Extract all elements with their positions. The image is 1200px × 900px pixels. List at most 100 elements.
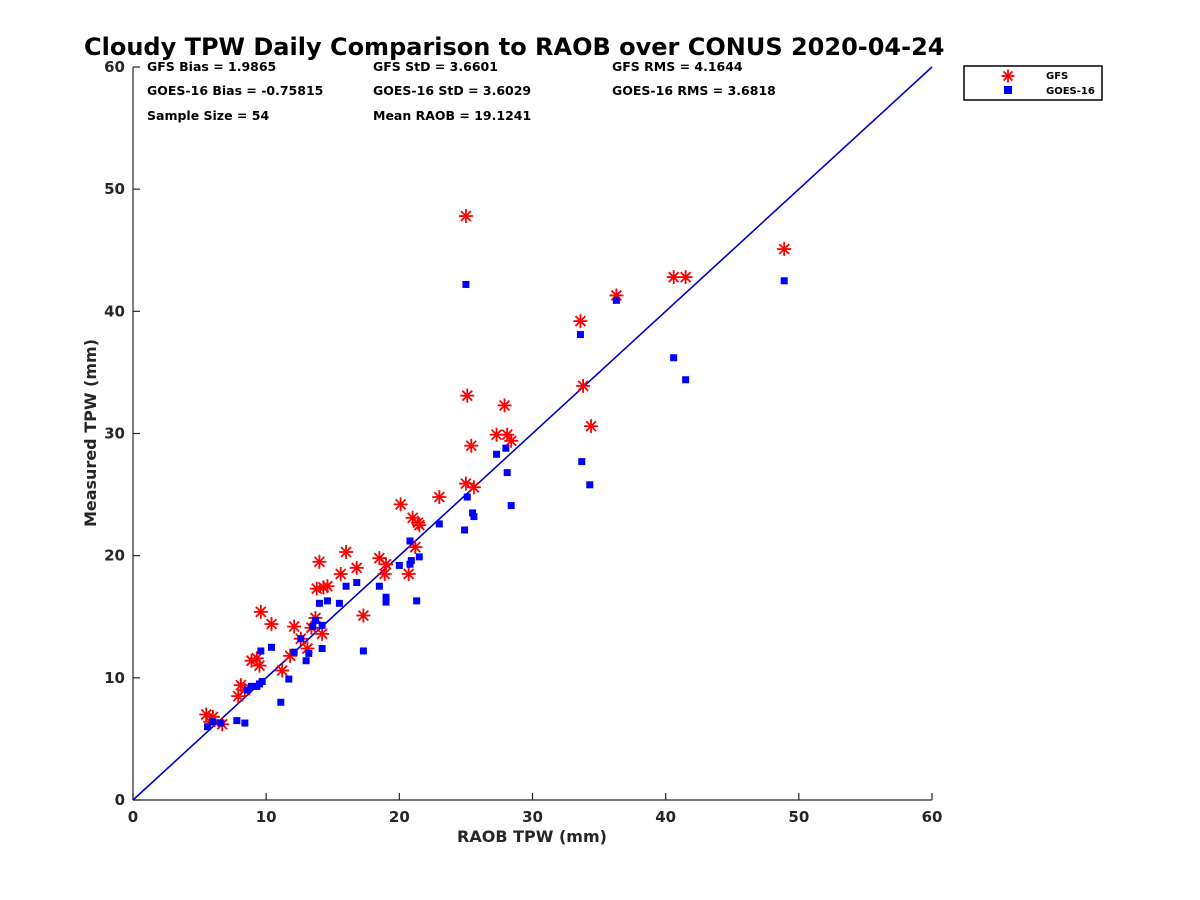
goes-16-point <box>578 458 586 466</box>
gfs-series <box>199 209 792 732</box>
goes-16-point <box>285 675 293 683</box>
x-tick-label: 10 <box>256 808 277 826</box>
gfs-point <box>460 388 475 403</box>
gfs-point <box>393 497 408 512</box>
stat-text: GFS RMS = 4.1644 <box>612 59 743 74</box>
goes-16-point <box>461 526 469 534</box>
gfs-point <box>377 566 392 581</box>
gfs-point <box>573 314 588 329</box>
gfs-point <box>356 608 371 623</box>
gfs-point <box>464 438 479 453</box>
y-tick-label: 0 <box>115 791 125 809</box>
gfs-point <box>678 270 693 285</box>
goes-16-point <box>780 277 788 285</box>
y-tick-label: 30 <box>104 425 125 443</box>
goes-16-point <box>217 719 225 727</box>
goes-16-point <box>290 648 298 656</box>
goes-16-point <box>406 560 414 568</box>
stat-text: GFS StD = 3.6601 <box>373 59 498 74</box>
gfs-point <box>432 490 447 505</box>
x-tick-label: 0 <box>128 808 138 826</box>
goes-16-point <box>415 553 423 561</box>
stat-text: Mean RAOB = 19.1241 <box>373 108 531 123</box>
gfs-point <box>466 480 481 495</box>
goes-16-point <box>302 657 310 665</box>
goes-16-point <box>267 643 275 651</box>
goes-16-point <box>335 599 343 607</box>
goes-16-point <box>277 698 285 706</box>
x-tick-label: 40 <box>655 808 676 826</box>
stat-text: Sample Size = 54 <box>147 108 269 123</box>
goes-16-point <box>311 616 319 624</box>
chart-title: Cloudy TPW Daily Comparison to RAOB over… <box>84 33 944 61</box>
gfs-point <box>339 545 354 560</box>
goes-16-point <box>248 682 256 690</box>
x-tick-label: 20 <box>389 808 410 826</box>
goes-16-point <box>323 597 331 605</box>
y-axis-label: Measured TPW (mm) <box>81 339 100 527</box>
legend-goes-16-marker <box>1004 86 1012 94</box>
goes-16-point <box>257 647 265 655</box>
gfs-point <box>275 663 290 678</box>
goes-16-point <box>233 717 241 725</box>
goes-16-point <box>586 481 594 489</box>
goes-16-point <box>576 331 584 339</box>
goes-16-point <box>309 623 317 631</box>
statistics-block: GFS Bias = 1.9865 GFS StD = 3.6601 GFS RMS… <box>147 59 776 123</box>
gfs-point <box>584 419 599 434</box>
goes-16-point <box>435 520 443 528</box>
goes-16-point <box>244 686 252 694</box>
legend-gfs-marker <box>1001 69 1015 83</box>
gfs-point <box>777 242 792 257</box>
goes-16-point <box>375 582 383 590</box>
goes-16-point <box>407 557 415 565</box>
gfs-point <box>315 626 330 641</box>
goes-16-point <box>241 719 249 727</box>
goes-16-point <box>209 718 217 726</box>
gfs-point <box>312 554 327 569</box>
goes-16-series <box>204 277 788 731</box>
stat-text: GOES-16 StD = 3.6029 <box>373 83 531 98</box>
goes-16-point <box>359 647 367 655</box>
goes-16-point <box>382 593 390 601</box>
gfs-point <box>252 658 267 673</box>
gfs-point <box>349 560 364 575</box>
y-tick-label: 10 <box>104 669 125 687</box>
legend-label-gfs: GFS <box>1046 71 1068 82</box>
goes-16-point <box>204 723 212 731</box>
y-tick-label: 40 <box>104 302 125 320</box>
y-tick-label: 20 <box>104 547 125 565</box>
goes-16-point <box>318 645 326 653</box>
goes-16-point <box>470 513 478 521</box>
goes-16-point <box>395 561 403 569</box>
goes-16-point <box>469 509 477 517</box>
goes-16-point <box>353 579 361 587</box>
goes-16-point <box>670 354 678 362</box>
stat-text: GOES-16 Bias = -0.75815 <box>147 83 323 98</box>
goes-16-point <box>315 599 323 607</box>
stat-text: GFS Bias = 1.9865 <box>147 59 276 74</box>
gfs-point <box>666 270 681 285</box>
x-axis-label: RAOB TPW (mm) <box>457 827 607 846</box>
goes-16-point <box>297 635 305 643</box>
goes-16-point <box>342 582 350 590</box>
stat-text: GOES-16 RMS = 3.6818 <box>612 83 776 98</box>
goes-16-point <box>318 621 326 629</box>
gfs-point <box>401 566 416 581</box>
gfs-point <box>333 566 348 581</box>
gfs-point <box>264 617 279 632</box>
goes-16-point <box>413 597 421 605</box>
x-tick-label: 60 <box>922 808 943 826</box>
gfs-point <box>497 398 512 413</box>
legend: GFS GOES-16 <box>963 65 1103 101</box>
gfs-point <box>576 378 591 393</box>
legend-box <box>963 65 1103 101</box>
gfs-point <box>320 579 335 594</box>
goes-16-point <box>462 280 470 288</box>
x-tick-label: 50 <box>788 808 809 826</box>
goes-16-point <box>502 444 510 452</box>
gfs-point <box>379 557 394 572</box>
y-tick-label: 50 <box>104 180 125 198</box>
gfs-point <box>504 433 519 448</box>
